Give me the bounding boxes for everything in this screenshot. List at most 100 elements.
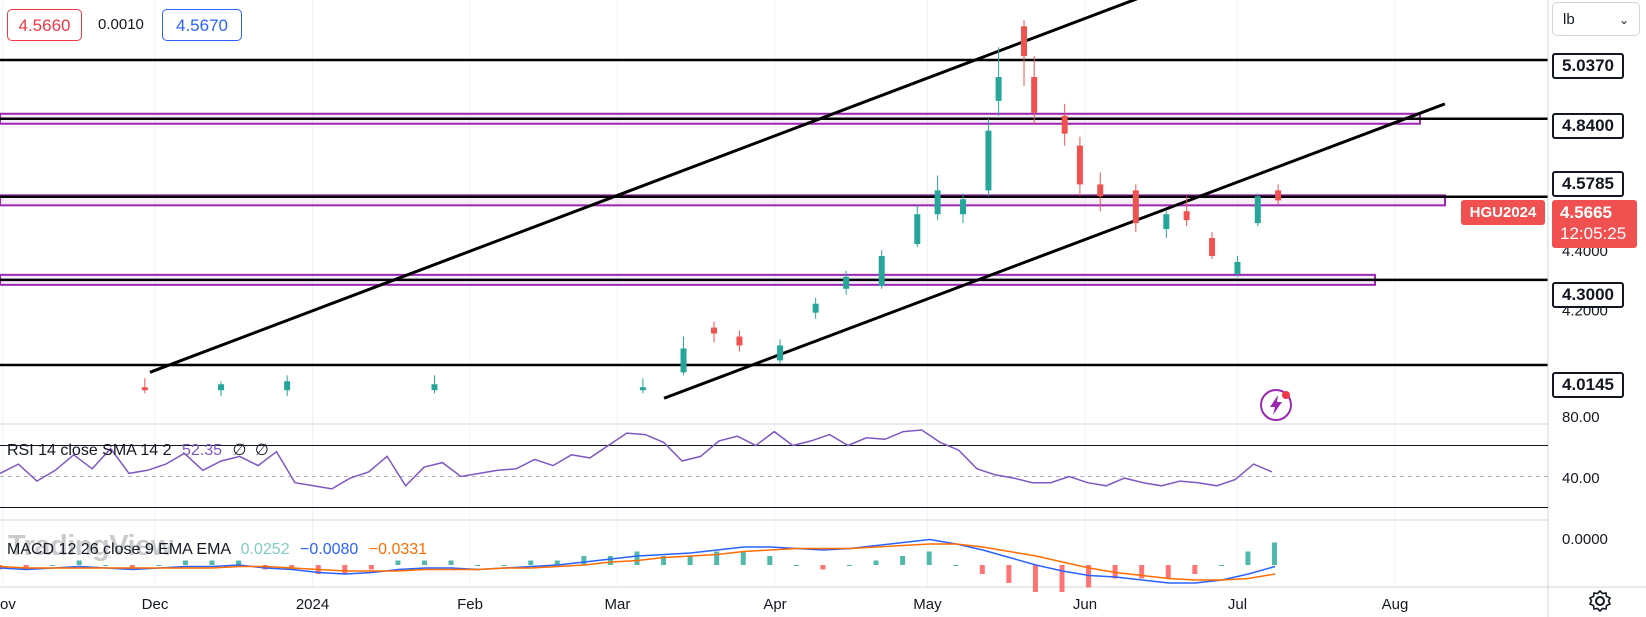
macd-histogram-bar xyxy=(1192,565,1198,574)
candle-body xyxy=(1031,77,1038,113)
candle-body xyxy=(995,77,1002,101)
macd-histogram-value: 0.0252 xyxy=(240,541,290,558)
channel-upper-line xyxy=(149,0,1139,374)
macd-histogram-bar xyxy=(714,551,720,565)
candle-body xyxy=(1163,214,1170,230)
macd-histogram-bar xyxy=(581,556,587,565)
lightning-icon[interactable] xyxy=(1259,388,1293,422)
candle-body xyxy=(777,345,784,361)
candle-body xyxy=(1275,190,1282,201)
candle-body xyxy=(1061,115,1068,134)
macd-histogram-bar xyxy=(767,556,773,565)
macd-legend[interactable]: MACD 12 26 close 9 EMA EMA 0.0252 −0.008… xyxy=(7,541,427,559)
macd-histogram-bar xyxy=(368,565,374,570)
candle-body xyxy=(878,255,885,286)
candle-body xyxy=(431,384,438,391)
macd-histogram-bar xyxy=(1218,565,1224,566)
macd-histogram-bar xyxy=(687,556,693,565)
rsi-legend[interactable]: RSI 14 close SMA 14 2 52.35 ∅ ∅ xyxy=(7,440,269,460)
chevron-down-icon: ⌄ xyxy=(1618,13,1629,27)
symbol-tag: HGU2024 xyxy=(1461,200,1545,225)
ask-price-button[interactable]: 4.5670 xyxy=(162,9,242,41)
last-price-value: 4.5665 xyxy=(1560,203,1612,222)
candle-body xyxy=(218,384,225,391)
time-axis[interactable]: Nov Dec 2024 Feb Mar Apr May Jun Jul Aug xyxy=(0,596,1408,613)
level-label-4.0145: 4.0145 xyxy=(1552,372,1624,398)
time-axis-tick: Jul xyxy=(1228,596,1247,613)
candle-body xyxy=(711,327,718,334)
macd-histogram-bar xyxy=(1272,542,1277,565)
rsi-axis-tick: 40.00 xyxy=(1562,470,1600,487)
macd-histogram-bar xyxy=(820,565,826,570)
macd-histogram-bar xyxy=(76,560,82,565)
macd-histogram-bar xyxy=(979,565,985,574)
macd-histogram-bar xyxy=(156,565,162,566)
macd-line-value: −0.0080 xyxy=(300,541,359,558)
macd-histogram-bar xyxy=(661,556,667,565)
time-axis-tick: May xyxy=(913,596,942,613)
rsi-axis-tick: 80.00 xyxy=(1562,409,1600,426)
candle-body xyxy=(736,336,743,346)
trend-channel xyxy=(149,0,1446,400)
candle-body xyxy=(1234,261,1241,274)
macd-histogram-bar xyxy=(103,565,109,566)
macd-histogram-bar xyxy=(607,556,613,565)
macd-histogram-bar xyxy=(209,560,215,565)
rsi-line xyxy=(0,429,1273,490)
gear-icon[interactable] xyxy=(1588,589,1612,613)
macd-histogram-bar xyxy=(1006,565,1012,583)
last-price-box: 4.5665 12:05:25 xyxy=(1552,200,1637,248)
macd-histogram-bar xyxy=(926,551,932,565)
macd-histogram-bar xyxy=(1059,565,1065,592)
candle-body xyxy=(284,381,291,391)
macd-histogram-bar xyxy=(793,565,799,566)
level-label-4.8400: 4.8400 xyxy=(1552,113,1624,139)
candle-body xyxy=(1021,26,1028,57)
channel-lower-line xyxy=(663,102,1446,400)
bid-price-button[interactable]: 4.5660 xyxy=(7,9,82,41)
macd-histogram-bar xyxy=(422,560,427,565)
macd-histogram-bar xyxy=(342,565,348,574)
candle-body xyxy=(1132,190,1139,224)
time-axis-tick: Jun xyxy=(1073,596,1097,613)
macd-histogram-bar xyxy=(1032,565,1038,592)
level-label-4.5785: 4.5785 xyxy=(1552,171,1624,197)
horizontal-levels xyxy=(0,58,1548,367)
rsi-legend-value: 52.35 xyxy=(181,442,223,459)
time-axis-tick: Dec xyxy=(142,596,169,613)
grid-lines xyxy=(2,0,1396,587)
macd-histogram-bar xyxy=(873,560,879,565)
macd-signal-line xyxy=(0,543,1276,581)
candle-body xyxy=(1076,145,1083,185)
candle-body xyxy=(141,387,148,391)
spread-value: 0.0010 xyxy=(98,16,144,33)
candle-body xyxy=(985,130,992,191)
unit-select[interactable]: lb ⌄ xyxy=(1552,2,1640,36)
time-axis-tick: Apr xyxy=(763,596,786,613)
candle-body xyxy=(960,199,967,215)
macd-histogram-bar xyxy=(847,565,852,566)
candle-body xyxy=(639,387,646,391)
unit-select-value: lb xyxy=(1563,11,1575,28)
macd-histogram-bar xyxy=(236,560,242,565)
tradingview-watermark: TradingView xyxy=(8,530,173,562)
candle-body xyxy=(1209,238,1216,256)
macd-histogram-bar xyxy=(395,560,401,565)
macd-histogram-bar xyxy=(1245,551,1251,565)
macd-histogram-bar xyxy=(900,556,906,565)
macd-line xyxy=(0,538,1276,584)
time-axis-tick: Mar xyxy=(605,596,631,613)
macd-histogram-bar xyxy=(182,560,188,565)
macd-histogram-bar xyxy=(1165,565,1171,579)
candle-body xyxy=(680,348,687,373)
macd-signal-value: −0.0331 xyxy=(368,541,428,558)
level-label-5.0370: 5.0370 xyxy=(1552,53,1624,79)
macd-histogram-bar xyxy=(1139,565,1145,579)
time-axis-tick: Nov xyxy=(0,596,16,613)
macd-histogram-bar xyxy=(554,560,560,565)
macd-legend-label: MACD 12 26 close 9 EMA EMA xyxy=(7,541,231,558)
candle-body xyxy=(1183,211,1190,221)
rsi-legend-extra-2: ∅ xyxy=(254,442,269,459)
macd-histogram-bar xyxy=(475,565,481,566)
